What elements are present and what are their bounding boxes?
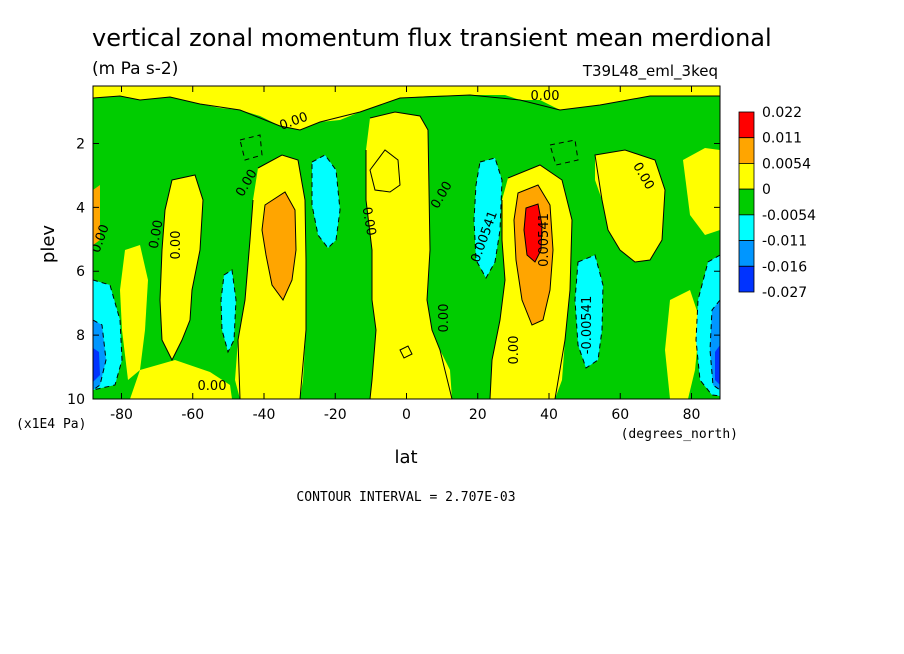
x-tick-label: 0	[402, 407, 411, 423]
contour-label: 0.00	[507, 336, 522, 365]
positive-band-bottom-left	[130, 360, 232, 399]
positive-band-mid-left	[120, 245, 148, 380]
cyan-sh	[312, 155, 340, 248]
negative-regions	[93, 155, 720, 396]
colorbar-swatch	[738, 265, 755, 293]
y-tick-label: 10	[67, 392, 85, 408]
x-tick-label: -20	[324, 407, 347, 423]
x-axis-unit: (degrees_north)	[621, 427, 738, 442]
x-tick-label: -80	[110, 407, 133, 423]
y-tick-label: 2	[76, 136, 85, 152]
positive-band-equator	[366, 112, 452, 399]
cyan-sh-low	[221, 270, 236, 352]
colorbar-label: 0.0054	[762, 156, 811, 172]
x-tick-label: 60	[611, 407, 629, 423]
positive-band-top	[93, 86, 720, 130]
y-axis-unit: (x1E4 Pa)	[16, 417, 86, 432]
x-axis: -80 -60 -40 -20 0 20 40 60 80	[110, 86, 700, 423]
positive-band-sh-high	[160, 175, 203, 360]
cyan-nh	[474, 158, 502, 278]
positive-band-nh-high	[595, 150, 665, 262]
run-label: T39L48_eml_3keq	[582, 62, 718, 81]
contour-label: 0.00	[198, 379, 227, 394]
colorbar-label: -0.027	[762, 285, 807, 301]
colorbar-legend: 0.022 0.011 0.0054 0 -0.0054 -0.011 -0.016 -0.0…	[738, 105, 816, 301]
orange-edge-left	[93, 185, 100, 245]
colorbar-swatch	[738, 163, 755, 190]
x-axis-title: lat	[394, 447, 417, 468]
colorbar-swatch	[738, 240, 755, 267]
x-tick-label: -40	[253, 407, 276, 423]
positive-band-topright	[683, 148, 720, 235]
colorbar-swatch	[738, 188, 755, 216]
y-axis-title: plev	[38, 225, 59, 264]
strongest-negative-regions	[93, 345, 720, 385]
colorbar-swatch	[738, 137, 755, 164]
colorbar-label: 0.022	[762, 105, 802, 121]
y-tick-label: 8	[76, 328, 85, 344]
x-tick-label: 20	[469, 407, 487, 423]
x-tick-label: 80	[683, 407, 701, 423]
contour-label: 0.00	[147, 219, 167, 250]
contour-label: 0.00	[169, 231, 184, 260]
contour-field: 0.000.000.000.00 0.000.000.000.000.000.00…	[93, 86, 720, 399]
colorbar-label: 0	[762, 182, 771, 198]
contour-label: 0.00	[437, 304, 452, 333]
positive-band-right-strip	[665, 290, 700, 399]
darkblue-right	[715, 345, 720, 385]
contour-label: 0.00	[359, 206, 379, 237]
y-tick-label: 6	[76, 264, 85, 280]
cyan-nh-low	[575, 255, 603, 368]
x-tick-label: 40	[540, 407, 558, 423]
contour-label: 0.00541	[537, 213, 552, 267]
x-tick-label: -60	[181, 407, 204, 423]
contour-label: -0.00541	[580, 296, 595, 354]
strong-positive-region	[524, 204, 542, 262]
y-tick-label: 4	[76, 200, 85, 216]
orange-sh	[262, 192, 296, 300]
contour-interval: CONTOUR INTERVAL = 2.707E-03	[296, 490, 515, 505]
colorbar-label: 0.011	[762, 131, 802, 147]
contour-lines	[93, 94, 720, 399]
negative-contour-lines	[93, 134, 720, 397]
chart-units: (m Pa s-2)	[92, 59, 178, 79]
colorbar-swatch	[738, 111, 755, 139]
colorbar-label: -0.016	[762, 259, 807, 275]
colorbar-label: -0.0054	[762, 208, 816, 224]
contour-label: 0.00	[531, 89, 560, 104]
y-axis: 2 4 6 8 10	[67, 136, 720, 408]
colorbar-label: -0.011	[762, 234, 807, 250]
colorbar-swatch	[738, 214, 755, 241]
darkblue-left	[93, 348, 100, 382]
chart-title: vertical zonal momentum flux transient m…	[92, 24, 772, 52]
